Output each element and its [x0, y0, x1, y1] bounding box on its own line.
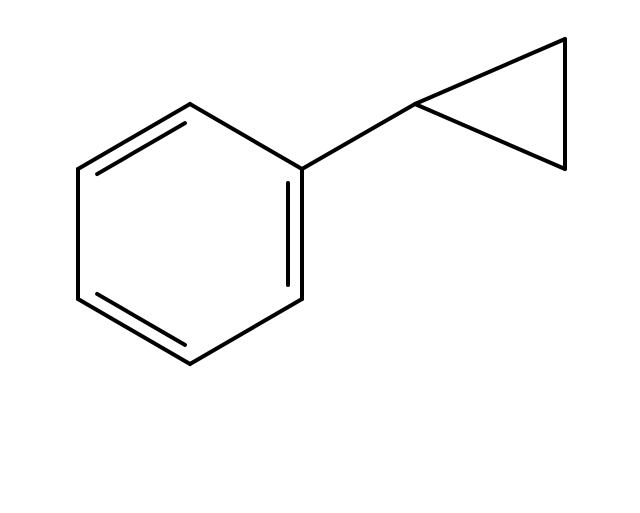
benzene-ring-edge-4: [78, 104, 190, 169]
cyclopropane-ring-edge-0: [415, 104, 565, 169]
benzene-ring-edge-1: [190, 299, 302, 364]
benzene-ring-edge-5: [190, 104, 302, 169]
connector-bond: [302, 104, 415, 169]
cyclopropane-ring-edge-2: [415, 39, 565, 104]
benzene-ring-edge-2: [78, 299, 190, 364]
molecule-diagram: [0, 0, 640, 513]
